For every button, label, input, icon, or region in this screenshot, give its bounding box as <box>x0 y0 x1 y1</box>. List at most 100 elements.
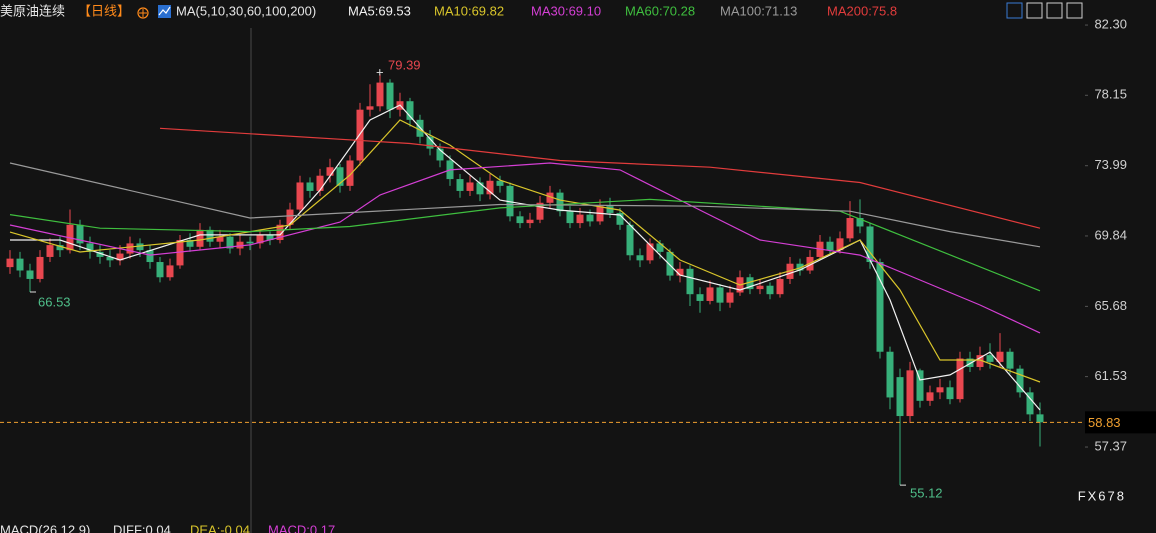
candle-body <box>656 243 664 252</box>
candle-body <box>366 106 374 110</box>
candle-body <box>436 148 444 161</box>
candle-body <box>546 192 554 203</box>
candle-body <box>266 234 274 241</box>
tool-button[interactable] <box>1046 2 1063 19</box>
candle-body <box>136 243 144 251</box>
candle-body <box>576 214 584 224</box>
candle-body <box>146 250 154 263</box>
candle-body <box>186 240 194 247</box>
candle-body <box>156 262 164 278</box>
tool-button[interactable] <box>1066 2 1083 19</box>
watermark: FX678 <box>1078 488 1126 503</box>
low-label: 55.12 <box>910 486 943 501</box>
candle-body <box>26 270 34 279</box>
ma-line <box>9 162 1041 248</box>
candle-body <box>206 229 214 242</box>
candle-body <box>346 160 354 186</box>
candle-body <box>196 229 204 247</box>
candle-body <box>96 251 104 257</box>
candle-body <box>6 258 14 268</box>
macd-label: DEA:-0.04 <box>190 522 250 533</box>
candle-body <box>556 192 564 212</box>
tool-button[interactable] <box>1006 2 1023 19</box>
candle-body <box>766 285 774 295</box>
legend-entry: MA200:75.8 <box>827 3 897 18</box>
candle-body <box>986 355 994 362</box>
candle-body <box>776 278 784 295</box>
high-label: 79.39 <box>388 58 421 73</box>
candle-body <box>666 251 674 276</box>
ma-line <box>159 127 1041 229</box>
candle-body <box>326 167 334 176</box>
candle-body <box>976 355 984 367</box>
candle-body <box>316 175 324 191</box>
candle-body <box>296 182 304 210</box>
legend-entry: MA10:69.82 <box>434 3 504 18</box>
candle-body <box>696 294 704 301</box>
candle-body <box>476 182 484 195</box>
macd-label: MACD(26,12,9) <box>0 522 90 533</box>
candle-body <box>746 277 754 290</box>
high-marker: + <box>376 65 384 80</box>
candle-body <box>16 258 24 271</box>
candle-body <box>1006 351 1014 369</box>
candle-body <box>86 243 94 252</box>
candle-body <box>566 211 574 224</box>
candle-body <box>506 185 514 217</box>
candle-body <box>306 182 314 191</box>
y-tick-label: 73.99 <box>1094 157 1127 172</box>
candle-body <box>36 256 44 279</box>
candle-body <box>496 180 504 186</box>
candle-body <box>236 241 244 249</box>
candle-body <box>276 224 284 241</box>
candle-body <box>166 265 174 278</box>
ma-line <box>10 104 1041 411</box>
candle-body <box>176 240 184 266</box>
candle-body <box>456 179 464 191</box>
candle-body <box>636 255 644 261</box>
y-tick-label: 57.37 <box>1094 438 1127 453</box>
candle-body <box>876 262 884 352</box>
candle-body <box>1036 414 1044 423</box>
candle-body <box>626 224 634 256</box>
candle-body <box>1026 392 1034 415</box>
settings-icon[interactable] <box>137 7 149 19</box>
ma-line <box>9 198 1041 292</box>
legend-entry: MA30:69.10 <box>531 3 601 18</box>
candle-body <box>46 245 54 257</box>
candle-body <box>216 236 224 242</box>
candle-body <box>936 387 944 393</box>
candle-body <box>76 224 84 244</box>
candle-body <box>106 256 114 261</box>
candle-body <box>516 216 524 224</box>
candle-body <box>916 370 924 401</box>
y-tick-label: 61.53 <box>1094 368 1127 383</box>
legend-entry: MA5:69.53 <box>348 3 411 18</box>
candle-body <box>946 387 954 400</box>
candle-body <box>756 285 764 290</box>
candle-body <box>836 238 844 251</box>
indicator-icon[interactable] <box>158 5 171 18</box>
candle-body <box>726 292 734 303</box>
candle-body <box>256 234 264 244</box>
macd-label: DIFF:0.04 <box>113 522 171 533</box>
candle-body <box>856 218 864 227</box>
toolbar <box>1006 2 1083 19</box>
price-label: 58.83 <box>1088 415 1121 430</box>
candle-body <box>586 214 594 222</box>
y-tick-label: 82.30 <box>1094 16 1127 31</box>
candle-body <box>616 212 624 225</box>
macd-label: MACD:0.17 <box>268 522 335 533</box>
candle-body <box>386 82 394 110</box>
tool-button[interactable] <box>1026 2 1043 19</box>
candle-body <box>536 202 544 220</box>
candle-body <box>706 287 714 301</box>
price-box <box>1085 411 1156 434</box>
chart-title: 美原油连续 <box>0 3 65 18</box>
low-label: 66.53 <box>38 294 71 309</box>
candle-body <box>426 136 434 149</box>
period-label[interactable]: 【日线】 <box>78 3 130 18</box>
candle-body <box>606 206 614 213</box>
